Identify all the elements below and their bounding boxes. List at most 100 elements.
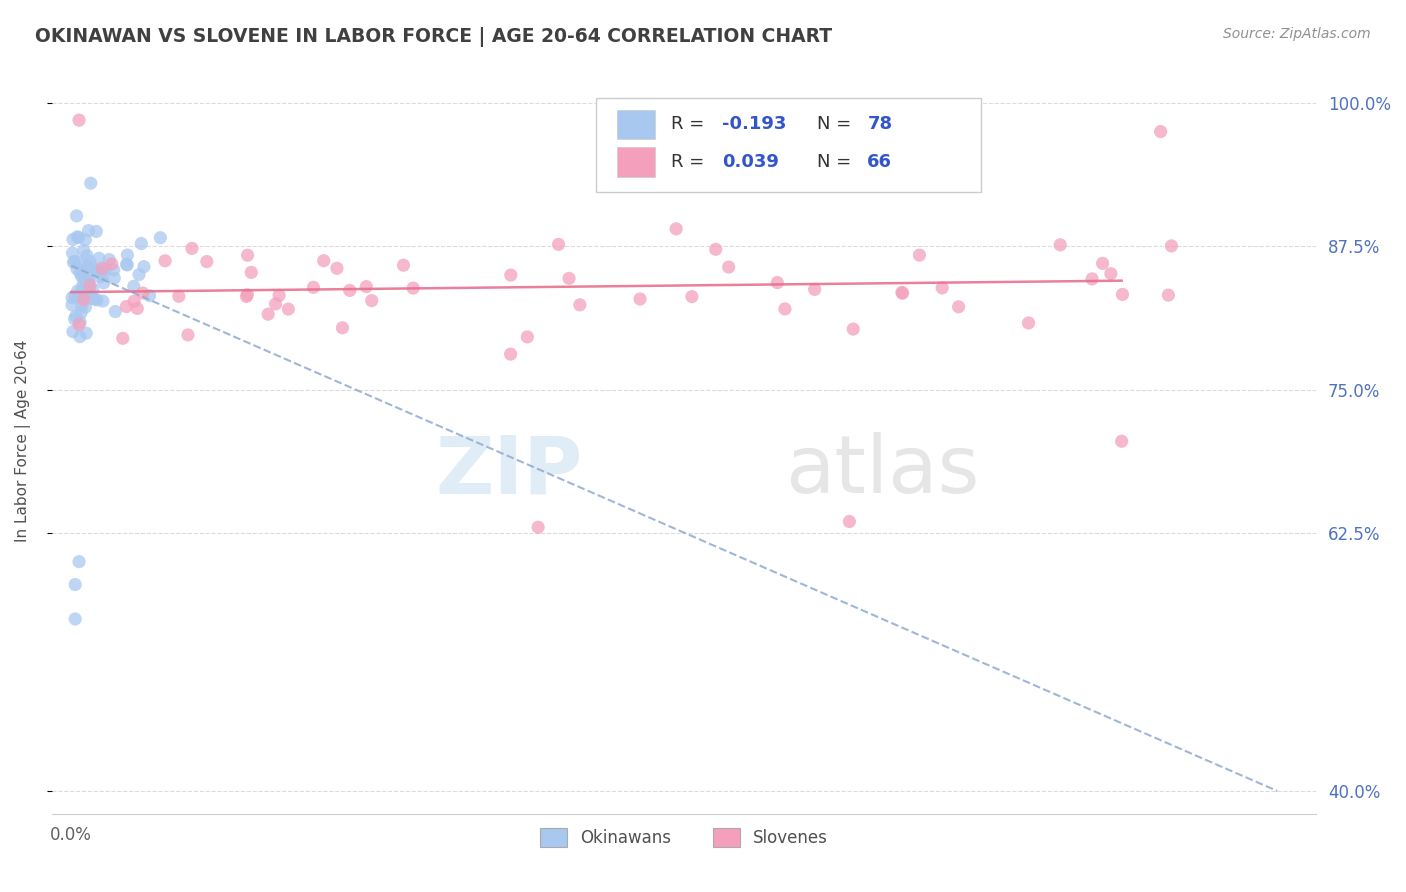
Point bbox=[681, 290, 703, 304]
Point bbox=[103, 271, 125, 285]
Point bbox=[69, 315, 91, 329]
Point bbox=[236, 287, 259, 301]
Point bbox=[326, 261, 349, 276]
Point bbox=[704, 242, 727, 256]
Point bbox=[70, 284, 93, 298]
Point bbox=[65, 309, 87, 323]
Point bbox=[129, 236, 152, 251]
Point bbox=[132, 260, 155, 274]
Point bbox=[83, 292, 105, 306]
Point bbox=[766, 276, 789, 290]
Point bbox=[1081, 272, 1104, 286]
Point bbox=[547, 237, 569, 252]
Point bbox=[63, 312, 86, 326]
Point bbox=[908, 248, 931, 262]
Point bbox=[91, 261, 114, 276]
Legend: Okinawans, Slovenes: Okinawans, Slovenes bbox=[533, 822, 834, 854]
Text: 78: 78 bbox=[868, 115, 893, 134]
Point bbox=[527, 520, 550, 534]
Point bbox=[66, 284, 89, 298]
Point bbox=[77, 274, 100, 288]
Point bbox=[277, 302, 299, 317]
Point bbox=[665, 222, 688, 236]
Point bbox=[842, 322, 865, 336]
FancyBboxPatch shape bbox=[617, 147, 655, 177]
Point bbox=[63, 612, 86, 626]
Point bbox=[149, 231, 172, 245]
Point bbox=[115, 300, 138, 314]
Point bbox=[73, 273, 96, 287]
Point bbox=[76, 279, 98, 293]
Text: 0.039: 0.039 bbox=[721, 153, 779, 170]
Point bbox=[67, 255, 90, 269]
Point bbox=[302, 280, 325, 294]
Y-axis label: In Labor Force | Age 20-64: In Labor Force | Age 20-64 bbox=[15, 340, 31, 542]
Text: R =: R = bbox=[672, 153, 710, 170]
Point bbox=[891, 286, 914, 301]
Text: atlas: atlas bbox=[785, 432, 980, 510]
Point bbox=[73, 285, 96, 299]
Point bbox=[127, 301, 149, 316]
Point bbox=[75, 233, 97, 247]
Point bbox=[558, 271, 581, 285]
Point bbox=[360, 293, 382, 308]
Point bbox=[264, 297, 287, 311]
Point bbox=[1018, 316, 1040, 330]
Point bbox=[66, 209, 89, 223]
Text: 66: 66 bbox=[868, 153, 893, 170]
Point bbox=[63, 289, 86, 303]
Point bbox=[90, 265, 112, 279]
Point bbox=[76, 260, 98, 274]
Point bbox=[87, 252, 110, 266]
Point bbox=[62, 325, 84, 339]
Point bbox=[1091, 256, 1114, 270]
Point bbox=[356, 279, 378, 293]
Point bbox=[122, 279, 145, 293]
Point bbox=[128, 268, 150, 282]
Point bbox=[568, 298, 591, 312]
Point bbox=[717, 260, 740, 274]
Point bbox=[177, 327, 200, 342]
Point bbox=[803, 282, 825, 296]
Point bbox=[80, 176, 103, 190]
Point bbox=[75, 287, 97, 301]
Point bbox=[70, 306, 93, 320]
Point bbox=[195, 254, 218, 268]
Point bbox=[79, 254, 101, 268]
Point bbox=[257, 307, 280, 321]
Point bbox=[60, 298, 83, 312]
Text: ZIP: ZIP bbox=[436, 432, 583, 510]
Point bbox=[77, 276, 100, 290]
Point bbox=[80, 260, 103, 274]
Point bbox=[63, 577, 86, 591]
Point bbox=[948, 300, 970, 314]
Point bbox=[89, 269, 111, 284]
Point bbox=[69, 266, 91, 280]
Point bbox=[67, 318, 90, 332]
Text: N =: N = bbox=[817, 153, 856, 170]
Point bbox=[87, 264, 110, 278]
Point bbox=[70, 298, 93, 312]
Point bbox=[82, 291, 104, 305]
Point bbox=[1111, 434, 1133, 449]
Point bbox=[103, 263, 125, 277]
Point bbox=[339, 284, 361, 298]
Point bbox=[98, 252, 121, 267]
Point bbox=[838, 515, 860, 529]
Point bbox=[76, 249, 98, 263]
Point bbox=[67, 290, 90, 304]
Point bbox=[73, 293, 96, 307]
Point bbox=[66, 261, 89, 276]
Point bbox=[392, 258, 415, 272]
Point bbox=[70, 286, 93, 301]
Point bbox=[84, 224, 107, 238]
Point bbox=[240, 265, 263, 279]
Point bbox=[235, 289, 257, 303]
Point bbox=[181, 241, 204, 255]
Point bbox=[332, 321, 354, 335]
Point bbox=[67, 555, 90, 569]
Point bbox=[62, 232, 84, 246]
Text: OKINAWAN VS SLOVENE IN LABOR FORCE | AGE 20-64 CORRELATION CHART: OKINAWAN VS SLOVENE IN LABOR FORCE | AGE… bbox=[35, 27, 832, 46]
Point bbox=[70, 269, 93, 284]
Point bbox=[94, 262, 117, 277]
